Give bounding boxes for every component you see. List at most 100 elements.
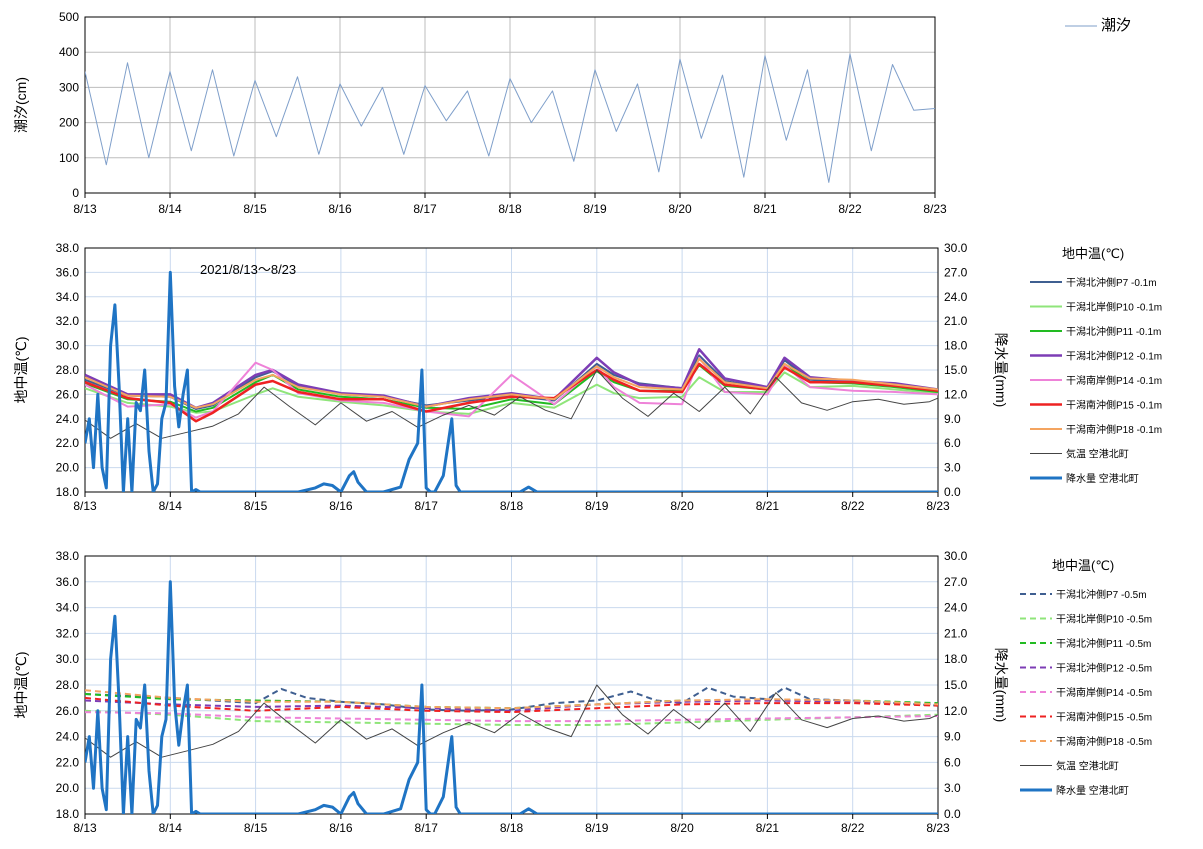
x-tick-label: 8/20 <box>670 821 694 835</box>
chart-panel-3: 18.0 20.0 22.0 24.0 26.0 28.0 30.0 32.0 34.0 36.0… <box>13 549 1152 835</box>
legend-entry: 干潟北沖側P12 -0.1m <box>1066 350 1162 363</box>
y-tick-label: 32.0 <box>56 314 80 328</box>
series-line-air <box>85 684 938 758</box>
y-tick-label: 28.0 <box>56 678 80 692</box>
x-tick-label: 8/13 <box>73 821 97 835</box>
x-tick-label: 8/18 <box>498 202 522 216</box>
y2-tick-label: 30.0 <box>944 549 968 563</box>
y2-tick-label: 6.0 <box>944 755 961 769</box>
x-tick-label: 8/17 <box>415 499 439 513</box>
y2-tick-label: 12.0 <box>944 387 968 401</box>
x-tick-label: 8/23 <box>923 202 947 216</box>
legend-entry: 干潟北沖側P11 -0.1m <box>1066 325 1161 338</box>
y2-axis-label: 降水量(mm) <box>993 648 1009 723</box>
y2-tick-label: 3.0 <box>944 461 961 475</box>
y-tick-label: 34.0 <box>56 601 80 615</box>
x-tick-label: 8/13 <box>73 499 97 513</box>
chart-panel-1: 0 100 200 300 400 500 8/13 8/14 8/15 8/16 8/17 8/18… <box>13 10 1131 216</box>
x-tick-label: 8/22 <box>838 202 862 216</box>
series-line-P18 <box>85 358 938 409</box>
y-tick-label: 500 <box>59 10 79 24</box>
y-tick-label: 32.0 <box>56 626 80 640</box>
y-tick-label: 18.0 <box>56 485 80 499</box>
y-tick-label: 36.0 <box>56 575 80 589</box>
legend-entry: 気温 空港北町 <box>1056 760 1119 773</box>
x-tick-label: 8/21 <box>756 821 780 835</box>
series-line-P15 <box>85 696 938 714</box>
y-tick-label: 20.0 <box>56 461 80 475</box>
y2-tick-label: 18.0 <box>944 652 968 666</box>
y-tick-label: 38.0 <box>56 549 80 563</box>
y2-tick-label: 0.0 <box>944 485 961 499</box>
y-tick-label: 200 <box>59 116 79 130</box>
x-tick-label: 8/23 <box>926 499 950 513</box>
x-tick-label: 8/15 <box>244 821 268 835</box>
y-tick-label: 18.0 <box>56 807 80 821</box>
y2-tick-label: 3.0 <box>944 781 961 795</box>
y-tick-label: 30.0 <box>56 652 80 666</box>
legend-entry: 降水量 空港北町 <box>1066 472 1139 485</box>
series-line-tide <box>85 53 935 183</box>
y2-tick-label: 9.0 <box>944 730 961 744</box>
x-tick-label: 8/18 <box>500 821 524 835</box>
legend-entry: 干潟南沖側P18 -0.1m <box>1066 423 1162 436</box>
y-tick-label: 400 <box>59 45 79 59</box>
y-tick-label: 38.0 <box>56 241 80 255</box>
series-line-P18 <box>85 689 938 710</box>
legend-entry: 干潟北沖側P7 -0.1m <box>1066 276 1157 289</box>
y2-tick-label: 27.0 <box>944 265 968 279</box>
y-axis-label: 地中温(℃) <box>13 336 29 403</box>
legend-entry: 気温 空港北町 <box>1066 448 1129 461</box>
x-tick-label: 8/22 <box>841 821 865 835</box>
x-tick-label: 8/16 <box>329 821 353 835</box>
legend-entry: 干潟北沖側P12 -0.5m <box>1056 662 1152 675</box>
x-tick-label: 8/16 <box>329 499 353 513</box>
y-tick-label: 22.0 <box>56 436 80 450</box>
y-tick-label: 0 <box>72 186 79 200</box>
y2-tick-label: 15.0 <box>944 363 968 377</box>
y-tick-label: 26.0 <box>56 387 80 401</box>
legend-entry: 干潟南岸側P14 -0.1m <box>1066 374 1162 387</box>
y2-tick-label: 21.0 <box>944 314 968 328</box>
x-tick-label: 8/20 <box>668 202 692 216</box>
y-axis-label: 潮汐(cm) <box>13 77 29 133</box>
y2-tick-label: 30.0 <box>944 241 968 255</box>
x-tick-label: 8/19 <box>585 499 609 513</box>
series-line-rain <box>85 270 938 492</box>
y-tick-label: 36.0 <box>56 265 80 279</box>
y-tick-label: 100 <box>59 151 79 165</box>
y2-tick-label: 24.0 <box>944 290 968 304</box>
x-tick-label: 8/23 <box>926 821 950 835</box>
y2-tick-label: 12.0 <box>944 704 968 718</box>
series-line-air <box>85 369 938 439</box>
series-line-P14 <box>85 711 938 723</box>
y2-tick-label: 27.0 <box>944 575 968 589</box>
x-tick-label: 8/14 <box>158 202 182 216</box>
x-tick-label: 8/22 <box>841 499 865 513</box>
y-tick-label: 26.0 <box>56 704 80 718</box>
y-axis-label: 地中温(℃) <box>13 651 29 718</box>
y2-tick-label: 6.0 <box>944 436 961 450</box>
y-tick-label: 24.0 <box>56 412 80 426</box>
x-tick-label: 8/17 <box>415 821 439 835</box>
x-tick-label: 8/14 <box>159 499 183 513</box>
legend-entry: 干潟北沖側P7 -0.5m <box>1056 588 1147 601</box>
y-tick-label: 24.0 <box>56 730 80 744</box>
chart-panel-2: 18.0 20.0 22.0 24.0 26.0 28.0 30.0 32.0 34.0 36.0… <box>13 241 1162 513</box>
x-tick-label: 8/18 <box>500 499 524 513</box>
y2-tick-label: 9.0 <box>944 412 961 426</box>
x-tick-label: 8/15 <box>243 202 267 216</box>
series-line-rain <box>85 580 938 814</box>
y-tick-label: 20.0 <box>56 781 80 795</box>
legend-title: 地中温(℃) <box>1052 558 1114 573</box>
x-tick-label: 8/19 <box>585 821 609 835</box>
y-tick-label: 28.0 <box>56 363 80 377</box>
legend-entry: 干潟南沖側P15 -0.5m <box>1056 711 1152 724</box>
y2-tick-label: 24.0 <box>944 601 968 615</box>
y2-tick-label: 21.0 <box>944 626 968 640</box>
x-tick-label: 8/21 <box>753 202 777 216</box>
legend-entry: 干潟南沖側P15 -0.1m <box>1066 399 1162 412</box>
legend-entry: 干潟北岸側P10 -0.5m <box>1056 613 1152 626</box>
